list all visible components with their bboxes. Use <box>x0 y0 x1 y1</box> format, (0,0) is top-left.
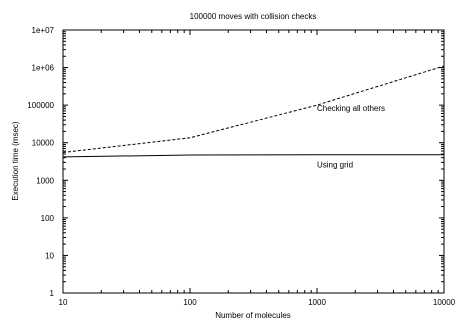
series-line-2 <box>62 154 444 158</box>
chart-title: 100000 moves with collision checks <box>190 12 317 21</box>
y-tick-label: 100000 <box>27 101 54 110</box>
y-tick-label: 10000 <box>32 139 55 148</box>
y-tick-label: 1 <box>50 289 55 298</box>
series-layer: Checking all others Using grid <box>62 65 445 169</box>
x-axis: 10 100 1000 10000 <box>59 30 456 307</box>
plot-frame <box>62 29 445 294</box>
y-tick-label: 1e+06 <box>32 64 55 73</box>
x-axis-title: Number of molecules <box>215 311 291 320</box>
x-tick-label: 10 <box>59 298 68 307</box>
y-tick-label: 100 <box>41 214 55 223</box>
x-tick-label: 1000 <box>308 298 326 307</box>
y-tick-label: 10 <box>45 251 54 260</box>
series-label-2: Using grid <box>317 160 353 169</box>
series-label-1: Checking all others <box>317 104 385 113</box>
x-tick-label: 100 <box>183 298 197 307</box>
y-axis-title: Execution time (msec) <box>11 121 20 200</box>
y-tick-label: 1000 <box>36 176 54 185</box>
x-tick-label: 10000 <box>433 298 456 307</box>
y-tick-label: 1e+07 <box>32 26 55 35</box>
series-line-1 <box>62 65 445 153</box>
y-axis: 1 10 100 1000 10000 100000 1e+06 1e+07 <box>27 26 444 298</box>
